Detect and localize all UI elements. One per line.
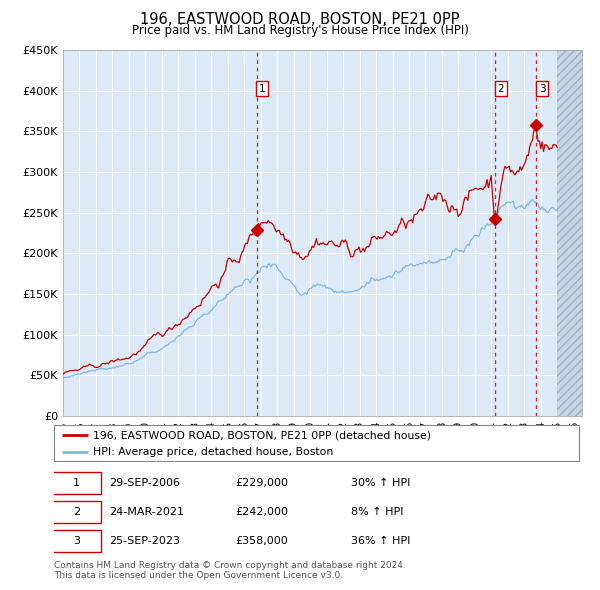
Text: 2: 2: [73, 507, 80, 517]
Text: Contains HM Land Registry data © Crown copyright and database right 2024.
This d: Contains HM Land Registry data © Crown c…: [54, 560, 406, 580]
Text: 25-SEP-2023: 25-SEP-2023: [109, 536, 180, 546]
Text: Price paid vs. HM Land Registry's House Price Index (HPI): Price paid vs. HM Land Registry's House …: [131, 24, 469, 37]
Text: 24-MAR-2021: 24-MAR-2021: [109, 507, 184, 517]
FancyBboxPatch shape: [52, 530, 101, 552]
Text: 30% ↑ HPI: 30% ↑ HPI: [350, 477, 410, 487]
Text: 196, EASTWOOD ROAD, BOSTON, PE21 0PP (detached house): 196, EASTWOOD ROAD, BOSTON, PE21 0PP (de…: [94, 430, 431, 440]
Text: 8% ↑ HPI: 8% ↑ HPI: [350, 507, 403, 517]
Bar: [557, 50, 582, 416]
Text: 36% ↑ HPI: 36% ↑ HPI: [350, 536, 410, 546]
Text: 2: 2: [497, 84, 504, 94]
Text: HPI: Average price, detached house, Boston: HPI: Average price, detached house, Bost…: [94, 447, 334, 457]
FancyBboxPatch shape: [52, 501, 101, 523]
FancyBboxPatch shape: [52, 471, 101, 493]
Text: 196, EASTWOOD ROAD, BOSTON, PE21 0PP: 196, EASTWOOD ROAD, BOSTON, PE21 0PP: [140, 12, 460, 27]
Text: 1: 1: [73, 477, 80, 487]
Text: 1: 1: [259, 84, 266, 94]
Text: 3: 3: [73, 536, 80, 546]
Text: 29-SEP-2006: 29-SEP-2006: [109, 477, 180, 487]
Text: 3: 3: [539, 84, 545, 94]
Text: £242,000: £242,000: [235, 507, 288, 517]
FancyBboxPatch shape: [54, 425, 579, 461]
Text: £358,000: £358,000: [235, 536, 288, 546]
Text: £229,000: £229,000: [235, 477, 288, 487]
